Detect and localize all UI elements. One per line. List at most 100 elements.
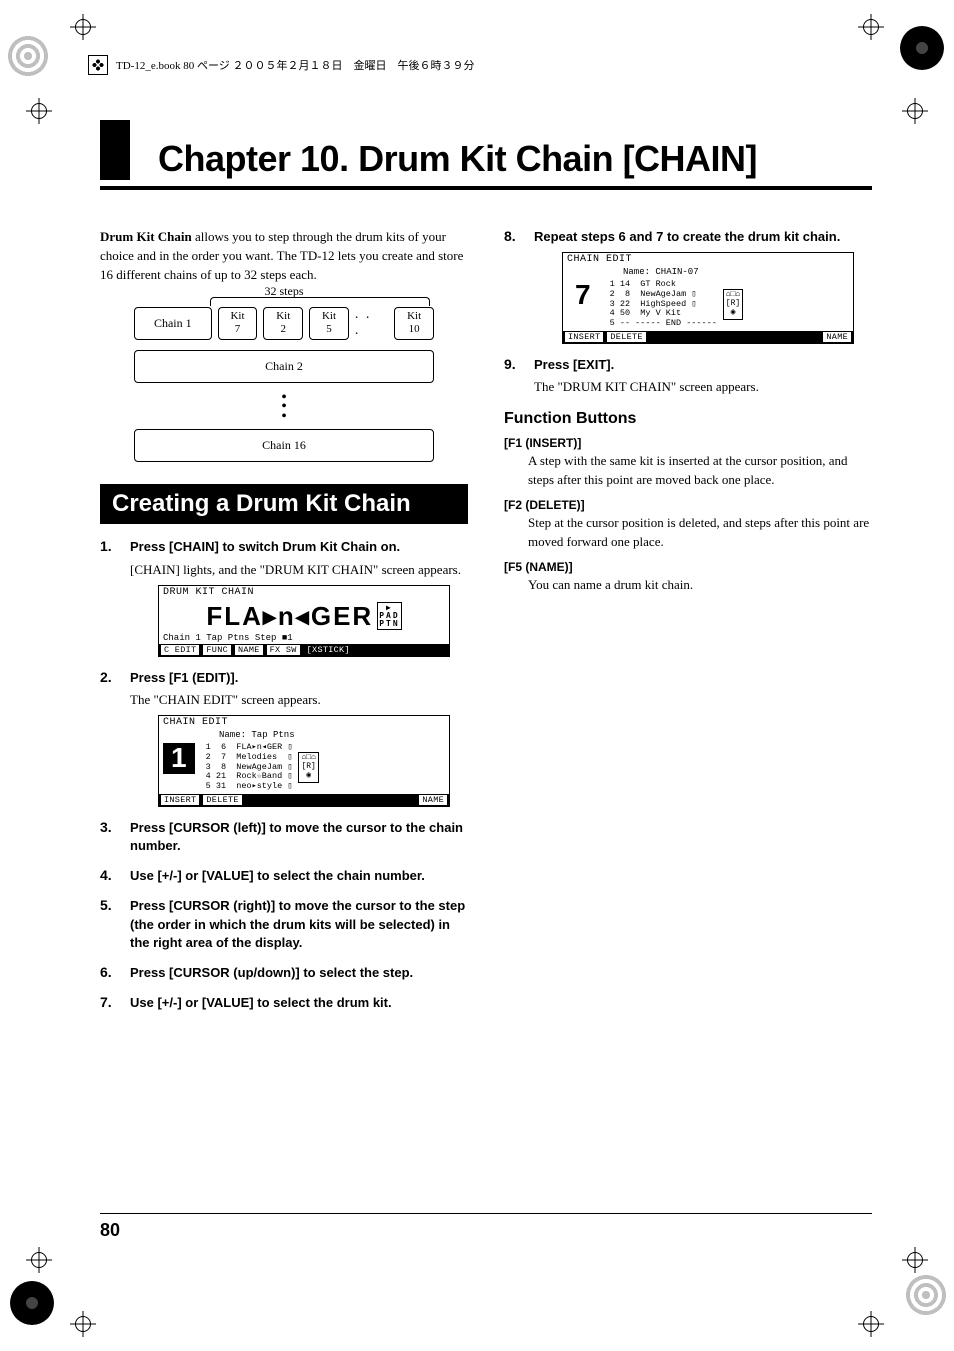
page-footer: 80 bbox=[100, 1213, 872, 1241]
function-key-desc: You can name a drum kit chain. bbox=[528, 576, 872, 595]
screen-status-row: Chain 1 Tap Ptns Step ■1 bbox=[159, 632, 449, 644]
chain-label: Chain 16 bbox=[134, 429, 434, 462]
screen-name-row: Name: CHAIN-07 bbox=[563, 266, 853, 278]
step-detail: The "DRUM KIT CHAIN" screen appears. bbox=[534, 378, 872, 396]
ellipsis: . . . bbox=[349, 307, 388, 339]
crop-mark-icon bbox=[902, 98, 928, 124]
screen-tab: INSERT bbox=[161, 795, 199, 805]
page: TD-12_e.book 80 ページ ２００５年２月１８日 金曜日 午後６時３… bbox=[0, 0, 954, 1351]
screen-big-number: 7 bbox=[567, 280, 599, 311]
screen-tab: C EDIT bbox=[161, 645, 199, 655]
kit-box: Kit 2 bbox=[263, 307, 303, 340]
screen-tabs: C EDIT FUNC NAME FX SW [XSTICK] bbox=[159, 644, 449, 656]
kit-box: Kit 7 bbox=[218, 307, 258, 340]
two-column-layout: Drum Kit Chain allows you to step throug… bbox=[100, 228, 872, 1024]
screen-tab: INSERT bbox=[565, 332, 603, 342]
step: Press [F1 (EDIT)]. The "CHAIN EDIT" scre… bbox=[100, 669, 468, 807]
step: Use [+/-] or [VALUE] to select the drum … bbox=[100, 994, 468, 1012]
lcd-screen: CHAIN EDIT Name: CHAIN-07 7 1 14 GT Rock… bbox=[562, 252, 854, 344]
screen-listing: 1 1 6 FLA▸n◂GER ▯ 2 7 Melodies ▯ 3 8 New… bbox=[159, 741, 449, 794]
chain-row: Chain 16 bbox=[134, 429, 434, 462]
step: Press [CHAIN] to switch Drum Kit Chain o… bbox=[100, 538, 468, 656]
chapter-marker bbox=[100, 120, 130, 180]
screen-big-text: FLA▸n◂GER ▶ PAD PTN bbox=[159, 599, 449, 632]
screen-right-icon: ⌂□⌂ [R] ◉ bbox=[723, 289, 743, 319]
chain-row: Chain 1 Kit 7 Kit 2 Kit 5 . . . Kit 10 bbox=[134, 307, 434, 340]
screen-tab: DELETE bbox=[607, 332, 645, 342]
right-column: Repeat steps 6 and 7 to create the drum … bbox=[504, 228, 872, 1024]
screen-side-icon: ▶ PAD PTN bbox=[377, 602, 401, 630]
step-instruction: Press [CURSOR (left)] to move the cursor… bbox=[130, 819, 468, 855]
step: Press [CURSOR (up/down)] to select the s… bbox=[100, 964, 468, 982]
intro-lead: Drum Kit Chain bbox=[100, 229, 192, 244]
function-key-label: [F1 (INSERT)] bbox=[504, 436, 872, 450]
step: Press [EXIT]. The "DRUM KIT CHAIN" scree… bbox=[504, 356, 872, 396]
step-instruction: Press [CURSOR (up/down)] to select the s… bbox=[130, 964, 468, 982]
chain-row: Chain 2 bbox=[134, 350, 434, 383]
crop-mark-icon bbox=[858, 1311, 884, 1337]
screen-kit-name: FLA▸n◂GER bbox=[206, 601, 373, 632]
crop-mark-icon bbox=[858, 14, 884, 40]
step-instruction: Press [CURSOR (right)] to move the curso… bbox=[130, 897, 468, 952]
step-instruction: Press [EXIT]. bbox=[534, 356, 872, 374]
screen-tab: NAME bbox=[419, 795, 447, 805]
printer-mark-icon bbox=[904, 1273, 948, 1317]
step-instruction: Press [CHAIN] to switch Drum Kit Chain o… bbox=[130, 538, 468, 556]
step-instruction: Use [+/-] or [VALUE] to select the drum … bbox=[130, 994, 468, 1012]
chapter-heading: Chapter 10. Drum Kit Chain [CHAIN] bbox=[100, 120, 872, 190]
screen-title: CHAIN EDIT bbox=[563, 253, 853, 266]
screen-listing: 7 1 14 GT Rock 2 8 NewAgeJam ▯ 3 22 High… bbox=[563, 278, 853, 331]
screen-tab-spacer bbox=[246, 795, 416, 805]
left-column: Drum Kit Chain allows you to step throug… bbox=[100, 228, 468, 1024]
crop-mark-icon bbox=[26, 98, 52, 124]
chapter-title: Chapter 10. Drum Kit Chain [CHAIN] bbox=[158, 138, 757, 180]
step-instruction: Press [F1 (EDIT)]. bbox=[130, 669, 468, 687]
screen-tabs: INSERT DELETE NAME bbox=[159, 794, 449, 806]
header-meta-row: TD-12_e.book 80 ページ ２００５年２月１８日 金曜日 午後６時３… bbox=[88, 54, 866, 76]
chain-diagram: 32 steps Chain 1 Kit 7 Kit 2 Kit 5 . . .… bbox=[134, 297, 434, 463]
function-buttons-heading: Function Buttons bbox=[504, 410, 872, 428]
function-key-label: [F2 (DELETE)] bbox=[504, 498, 872, 512]
function-key-desc: A step with the same kit is inserted at … bbox=[528, 452, 872, 490]
step-detail: [CHAIN] lights, and the "DRUM KIT CHAIN"… bbox=[130, 561, 468, 579]
content-area: Chapter 10. Drum Kit Chain [CHAIN] Drum … bbox=[100, 120, 872, 1261]
intro-paragraph: Drum Kit Chain allows you to step throug… bbox=[100, 228, 468, 285]
printer-mark-icon bbox=[6, 34, 50, 78]
flower-icon bbox=[88, 55, 108, 75]
header-meta-text: TD-12_e.book 80 ページ ２００５年２月１８日 金曜日 午後６時３… bbox=[116, 57, 475, 73]
screen-tabs: INSERT DELETE NAME bbox=[563, 331, 853, 343]
lcd-screen: DRUM KIT CHAIN FLA▸n◂GER ▶ PAD PTN Chain… bbox=[158, 585, 450, 657]
screen-tab: DELETE bbox=[203, 795, 241, 805]
screen-title: CHAIN EDIT bbox=[159, 716, 449, 729]
crop-mark-icon bbox=[70, 14, 96, 40]
screen-title: DRUM KIT CHAIN bbox=[159, 586, 449, 599]
chain-label: Chain 2 bbox=[134, 350, 434, 383]
step-detail: The "CHAIN EDIT" screen appears. bbox=[130, 691, 468, 709]
screen-tab-spacer bbox=[650, 332, 820, 342]
crop-mark-icon bbox=[70, 1311, 96, 1337]
crop-mark-icon bbox=[26, 1247, 52, 1273]
screen-name-row: Name: Tap Ptns bbox=[159, 729, 449, 741]
screen-tab: FX SW bbox=[267, 645, 300, 655]
lcd-screen: CHAIN EDIT Name: Tap Ptns 1 1 6 FLA▸n◂GE… bbox=[158, 715, 450, 807]
step: Press [CURSOR (right)] to move the curso… bbox=[100, 897, 468, 952]
step-instruction: Repeat steps 6 and 7 to create the drum … bbox=[534, 228, 872, 246]
step: Use [+/-] or [VALUE] to select the chain… bbox=[100, 867, 468, 885]
kit-box: Kit 10 bbox=[394, 307, 434, 340]
screen-tab: NAME bbox=[235, 645, 263, 655]
screen-track-list: 1 6 FLA▸n◂GER ▯ 2 7 Melodies ▯ 3 8 NewAg… bbox=[201, 743, 293, 792]
screen-right-icon: ⌂□⌂ [R] ◉ bbox=[298, 752, 318, 782]
screen-status-text: Chain 1 Tap Ptns Step ■1 bbox=[163, 633, 293, 643]
function-key-desc: Step at the cursor position is deleted, … bbox=[528, 514, 872, 552]
vertical-ellipsis: ••• bbox=[134, 393, 434, 422]
procedure-steps-continued: Repeat steps 6 and 7 to create the drum … bbox=[504, 228, 872, 396]
step: Press [CURSOR (left)] to move the cursor… bbox=[100, 819, 468, 855]
step: Repeat steps 6 and 7 to create the drum … bbox=[504, 228, 872, 344]
steps-count-label: 32 steps bbox=[134, 284, 434, 299]
screen-tab: NAME bbox=[823, 332, 851, 342]
screen-track-list: 1 14 GT Rock 2 8 NewAgeJam ▯ 3 22 HighSp… bbox=[605, 280, 717, 329]
crop-mark-icon bbox=[902, 1247, 928, 1273]
step-instruction: Use [+/-] or [VALUE] to select the chain… bbox=[130, 867, 468, 885]
printer-mark-icon bbox=[10, 1281, 54, 1325]
screen-tab: [XSTICK] bbox=[304, 645, 353, 655]
